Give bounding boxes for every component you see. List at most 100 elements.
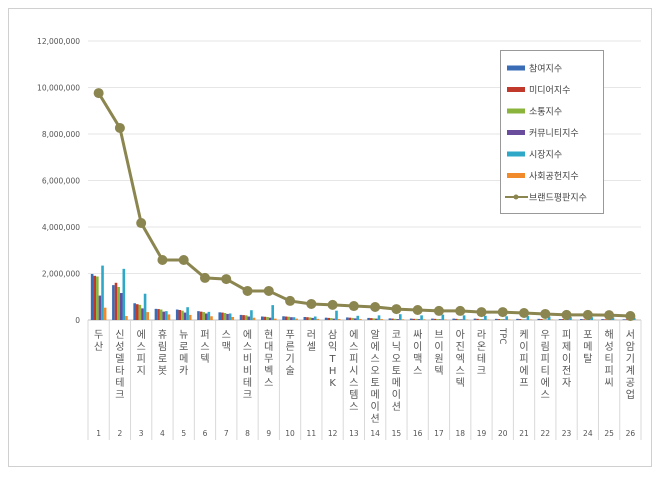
bar-소통지수	[543, 319, 546, 320]
x-rank-label: 9	[266, 429, 271, 438]
bar-참여지수	[580, 319, 583, 320]
bar-소통지수	[309, 317, 312, 320]
bar-참여지수	[389, 318, 392, 320]
bar-참여지수	[346, 317, 349, 320]
bar-소통지수	[351, 318, 354, 320]
legend-label: 참여지수	[529, 63, 562, 75]
x-rank-label: 25	[604, 429, 614, 438]
bar-미디어지수	[476, 319, 479, 320]
x-rank-label: 24	[583, 429, 593, 438]
bar-참여지수	[367, 318, 370, 320]
bar-참여지수	[431, 319, 434, 320]
bar-참여지수	[495, 319, 498, 320]
line-point	[455, 306, 465, 316]
bar-커뮤니티지수	[269, 318, 272, 320]
bar-시장지수	[505, 316, 508, 320]
line-point	[625, 311, 635, 321]
x-rank-label: 16	[413, 429, 423, 438]
legend-swatch	[507, 130, 525, 135]
bar-소통지수	[415, 319, 418, 320]
bar-소통지수	[330, 318, 333, 320]
line-point	[115, 123, 125, 133]
bar-시장지수	[356, 316, 359, 320]
legend-swatch	[507, 173, 525, 178]
line-point	[349, 301, 359, 311]
bar-참여지수	[240, 315, 243, 320]
line-point	[328, 300, 338, 310]
x-rank-label: 3	[139, 429, 144, 438]
bar-사회공헌지수	[317, 319, 320, 320]
bar-미디어지수	[179, 310, 182, 320]
bar-커뮤니티지수	[99, 296, 102, 320]
line-point	[540, 309, 550, 319]
line-point	[264, 286, 274, 296]
bar-참여지수	[261, 317, 264, 320]
bar-사회공헌지수	[104, 308, 107, 320]
bar-사회공헌지수	[359, 319, 362, 320]
bar-사회공헌지수	[231, 317, 234, 320]
bar-미디어지수	[455, 319, 458, 320]
bar-커뮤니티지수	[503, 319, 506, 320]
legend-swatch	[507, 87, 525, 92]
bar-시장지수	[484, 316, 487, 320]
x-rank-label: 6	[203, 429, 208, 438]
bar-시장지수	[229, 313, 232, 320]
line-point	[136, 218, 146, 228]
line-point	[562, 310, 572, 320]
bar-커뮤니티지수	[439, 319, 442, 320]
bar-시장지수	[208, 312, 211, 320]
bar-소통지수	[202, 312, 205, 320]
bar-미디어지수	[349, 318, 352, 320]
bar-시장지수	[442, 315, 445, 320]
legend-label: 소통지수	[529, 107, 562, 118]
x-rank-label: 18	[455, 429, 465, 438]
bar-참여지수	[623, 319, 626, 320]
bar-미디어지수	[93, 276, 96, 320]
line-point	[583, 310, 593, 320]
bar-커뮤니티지수	[205, 313, 208, 320]
line-point	[200, 273, 210, 283]
line-point	[519, 308, 529, 318]
bar-커뮤니티지수	[141, 308, 144, 320]
bar-시장지수	[378, 315, 381, 320]
line-point	[94, 88, 104, 98]
x-rank-label: 21	[519, 429, 529, 438]
x-rank-label: 15	[392, 429, 402, 438]
legend-label: 커뮤니티지수	[529, 128, 579, 139]
bar-미디어지수	[115, 283, 118, 320]
bar-시장지수	[271, 305, 274, 320]
y-tick-label: 4,000,000	[42, 223, 80, 232]
bar-사회공헌지수	[295, 319, 298, 320]
bar-소통지수	[373, 318, 376, 320]
bar-소통지수	[96, 277, 99, 320]
bar-사회공헌지수	[189, 315, 192, 320]
x-rank-label: 4	[160, 429, 165, 438]
bar-커뮤니티지수	[290, 317, 293, 320]
x-rank-label: 12	[328, 429, 338, 438]
bar-커뮤니티지수	[311, 318, 314, 320]
legend-label: 시장지수	[529, 150, 562, 161]
bar-소통지수	[287, 317, 290, 320]
bar-참여지수	[601, 319, 604, 320]
line-point	[157, 255, 167, 265]
bar-참여지수	[155, 309, 158, 320]
bar-시장지수	[101, 266, 104, 320]
bar-커뮤니티지수	[333, 319, 336, 320]
y-tick-label: 0	[75, 316, 80, 325]
bar-참여지수	[133, 303, 136, 320]
bar-커뮤니티지수	[481, 319, 484, 320]
line-point	[370, 302, 380, 312]
bar-시장지수	[399, 314, 402, 320]
line-point	[243, 286, 253, 296]
bar-시장지수	[314, 317, 317, 320]
bar-참여지수	[197, 311, 200, 320]
bar-미디어지수	[412, 319, 415, 320]
